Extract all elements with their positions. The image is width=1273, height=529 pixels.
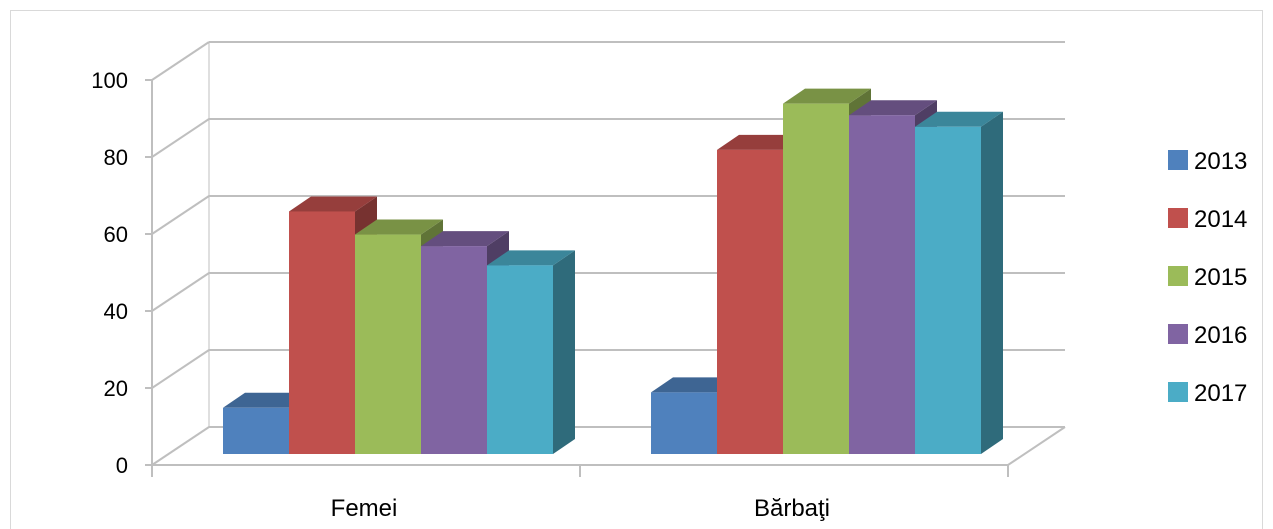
legend-label: 2014 <box>1194 206 1247 233</box>
y-tick-label: 40 <box>104 299 128 324</box>
gridline-side <box>151 272 210 312</box>
x-category-label: Bărbaţi <box>754 495 830 522</box>
bar-top <box>487 250 575 266</box>
legend-label: 2015 <box>1194 264 1247 291</box>
x-category-labels: Femei Bărbaţi <box>331 495 830 522</box>
legend-item-2015: 2015 <box>1168 264 1247 291</box>
legend-item-2014: 2014 <box>1168 206 1247 233</box>
legend: 2013 2014 2015 2016 2017 <box>1168 148 1247 407</box>
legend-item-2017: 2017 <box>1168 380 1247 407</box>
gridline-side <box>151 41 210 81</box>
y-tick-label: 0 <box>116 453 128 478</box>
bar-front <box>717 149 783 454</box>
bar-front <box>223 407 289 454</box>
legend-label: 2016 <box>1194 322 1247 349</box>
bar-top <box>849 100 937 116</box>
legend-item-2016: 2016 <box>1168 322 1247 349</box>
bar-front <box>289 211 355 454</box>
bar-front <box>421 246 487 454</box>
bar-top <box>355 219 443 235</box>
legend-swatch <box>1168 208 1188 228</box>
y-tick-labels: 0 20 40 60 80 100 <box>91 68 128 478</box>
bar-front <box>783 103 849 455</box>
bar-2017-Bărbaţi <box>915 111 1003 454</box>
legend-label: 2017 <box>1194 380 1247 407</box>
y-tick-label: 100 <box>91 68 128 93</box>
legend-swatch <box>1168 150 1188 170</box>
bar-front <box>487 265 553 454</box>
gridline-side <box>151 118 210 158</box>
y-tick-label: 20 <box>104 376 128 401</box>
bar-top <box>421 231 509 247</box>
bar-top <box>783 88 871 104</box>
bar-top <box>915 111 1003 127</box>
bar-front <box>849 115 915 454</box>
bar-front <box>355 234 421 454</box>
gridline-side <box>151 426 210 466</box>
y-tick-label: 80 <box>104 145 128 170</box>
gridline-side <box>151 349 210 389</box>
legend-swatch <box>1168 266 1188 286</box>
legend-item-2013: 2013 <box>1168 148 1247 175</box>
bar-side <box>553 250 575 454</box>
y-tick-label: 60 <box>104 222 128 247</box>
axes <box>145 79 1009 477</box>
legend-swatch <box>1168 324 1188 344</box>
bars <box>223 88 1003 455</box>
legend-label: 2013 <box>1194 148 1247 175</box>
x-category-label: Femei <box>331 495 398 522</box>
gridline-side <box>151 195 210 235</box>
chart-frame <box>10 10 1263 529</box>
bar-front <box>651 392 717 454</box>
bar-side <box>981 111 1003 454</box>
legend-swatch <box>1168 382 1188 402</box>
bar-2017-Femei <box>487 250 575 454</box>
bar-front <box>915 126 981 454</box>
bar-top <box>289 196 377 212</box>
